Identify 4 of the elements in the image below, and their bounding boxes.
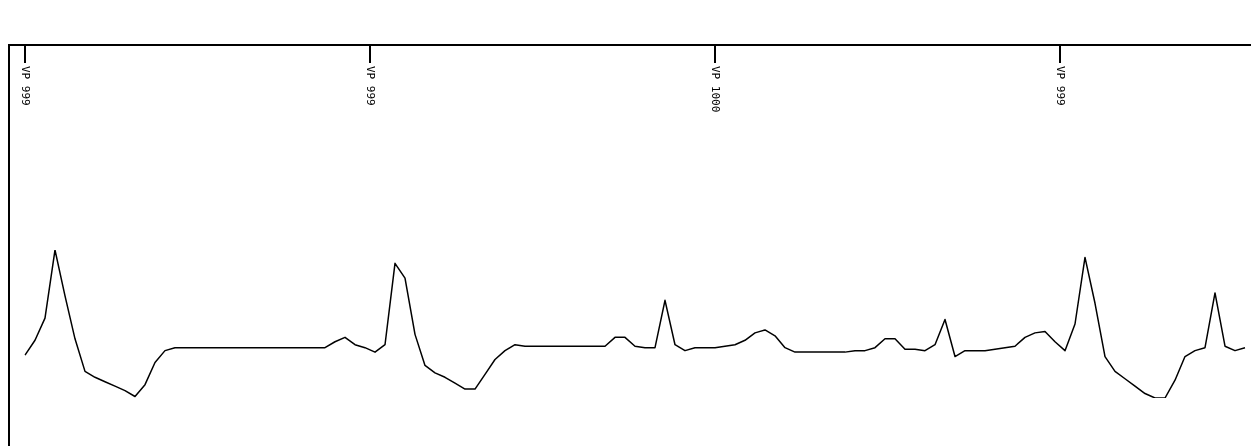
text: VP 999 (1054, 66, 1067, 106)
text: VP 1000 (709, 66, 722, 113)
text: VP 999 (364, 66, 377, 106)
text: VP 999 (19, 66, 32, 106)
